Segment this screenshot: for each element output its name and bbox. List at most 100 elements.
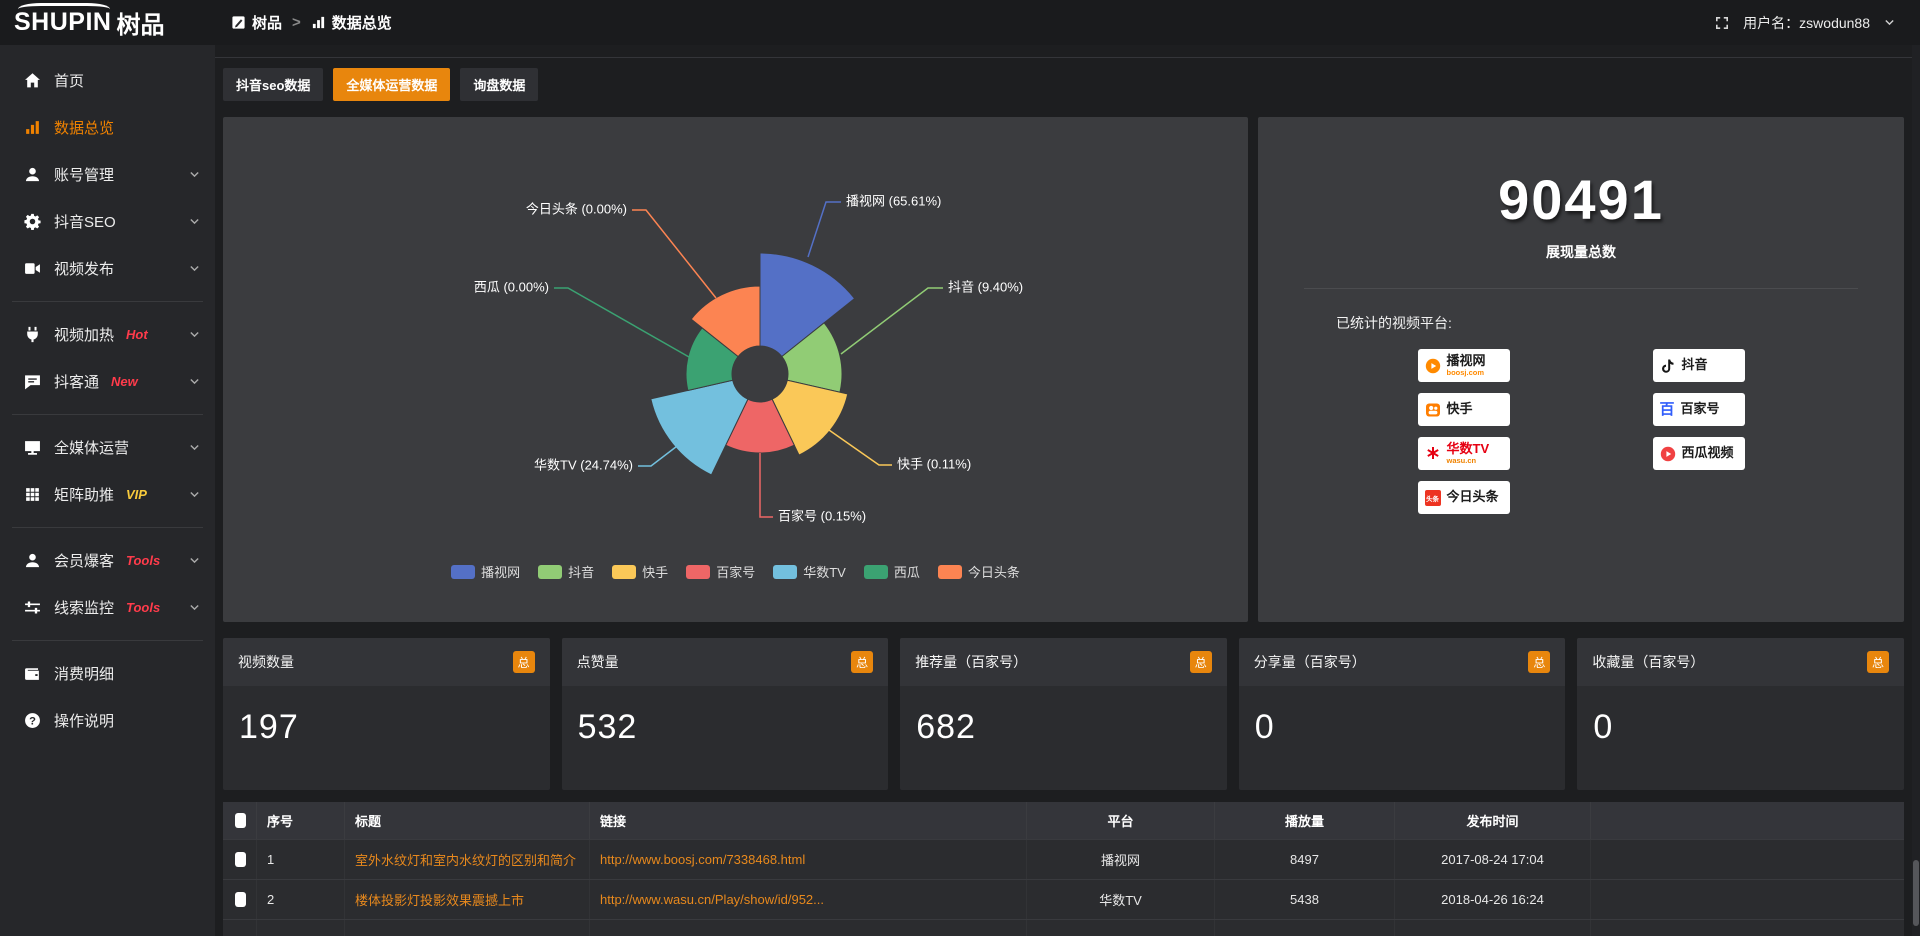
legend-item-华数TV[interactable]: 华数TV [773, 562, 846, 581]
pie-slice-华数TV[interactable] [650, 379, 749, 476]
sidebar-item-data-overview[interactable]: 数据总览 [0, 104, 215, 151]
sidebar-item-douyin-seo[interactable]: 抖音SEO [0, 198, 215, 245]
stat-card-like-count: 点赞量 总 532 [561, 638, 889, 790]
legend-item-西瓜[interactable]: 西瓜 [863, 562, 920, 581]
pie-label-line [638, 439, 686, 467]
row-checkbox[interactable] [235, 892, 246, 907]
table-row: 1 室外水纹灯和室内水纹灯的区别和简介 http://www.boosj.com/7… [223, 840, 1904, 880]
tab-douyin-seo-data[interactable]: 抖音seo数据 [223, 68, 324, 101]
sidebar-item-label: 操作说明 [54, 713, 115, 730]
row-checkbox-cell [223, 880, 257, 919]
stat-cards-row: 视频数量总 197 点赞量总 532 推荐量（百家号）总 682 分享量（百家号）总 0 收藏量… [223, 638, 1904, 790]
wasu-logo-icon [1425, 446, 1441, 462]
pie-slice-快手[interactable] [771, 379, 849, 456]
table-header-cell: 序号 [257, 802, 345, 839]
pie-label-播视网: 播视网 (65.61%) [846, 193, 941, 208]
douyin-logo-icon [1660, 358, 1676, 374]
sidebar-item-expense-detail[interactable]: 消费明细 [0, 650, 215, 697]
sidebar-divider [12, 640, 203, 641]
table-header-cell: 平台 [1027, 802, 1215, 839]
stat-card-label: 收藏量（百家号） [1592, 654, 1705, 670]
baijiahao-logo-icon: 百 [1659, 401, 1675, 418]
breadcrumb-item-current[interactable]: 数据总览 [311, 12, 392, 33]
table-row: 2 楼体投影灯投影效果震撼上市 http://www.wasu.cn/Play/sh… [223, 880, 1904, 920]
legend-swatch [773, 564, 798, 579]
user-icon [24, 552, 41, 569]
sidebar-item-instructions[interactable]: ? 操作说明 [0, 697, 215, 744]
fullscreen-icon[interactable] [1714, 15, 1730, 31]
legend-item-今日头条[interactable]: 今日头条 [937, 562, 1020, 581]
stat-card-header: 视频数量 总 [223, 638, 550, 686]
stat-card-value: 532 [577, 708, 638, 746]
sidebar-item-member-leads[interactable]: 会员爆客 Tools [0, 537, 215, 584]
table-header-cell [1591, 802, 1904, 839]
row-checkbox[interactable] [235, 852, 246, 867]
total-impressions-label: 展现量总数 [1546, 244, 1616, 260]
sidebar-item-label: 会员爆客 [54, 553, 115, 570]
sidebar-item-video-publish[interactable]: 视频发布 [0, 245, 215, 292]
video-url-link[interactable]: http://www.boosj.com/7338468.html [600, 852, 806, 867]
pie-slice-播视网[interactable] [759, 252, 856, 358]
table-header-cell: 播放量 [1215, 802, 1395, 839]
summary-panel: 90491 展现量总数 已统计的视频平台: 播视网 boosj.com 快手 华数TV… [1258, 117, 1904, 622]
page-scrollbar[interactable] [1912, 0, 1920, 936]
platform-badge-texts: 西瓜视频 [1682, 446, 1734, 461]
video-icon [24, 260, 41, 277]
breadcrumb-root-label: 树品 [252, 15, 283, 32]
video-url-link[interactable]: http://www.wasu.cn/Play/show/id/952... [600, 892, 824, 907]
platform-badge-texts: 抖音 [1682, 358, 1708, 373]
boosj-logo-icon [1425, 358, 1441, 374]
legend-item-抖音[interactable]: 抖音 [538, 562, 594, 581]
summary-divider [1304, 288, 1858, 289]
row-cell-empty [1027, 920, 1215, 936]
breadcrumb-current-label: 数据总览 [331, 15, 392, 32]
sidebar-item-douketong[interactable]: 抖客通 New [0, 358, 215, 405]
sidebar-divider [12, 527, 203, 528]
row-title: 楼体投影灯投影效果震撼上市 [345, 880, 590, 919]
pie-label-西瓜: 西瓜 (0.00%) [474, 279, 549, 294]
table-header-cell: 发布时间 [1395, 802, 1591, 839]
legend-item-百家号[interactable]: 百家号 [686, 562, 755, 581]
sidebar-divider [12, 414, 203, 415]
chevron-down-icon [188, 375, 201, 388]
header-right: 用户名：zswodun88 [1714, 13, 1920, 33]
pie-label-今日头条: 今日头条 (0.00%) [526, 201, 627, 216]
select-all-checkbox[interactable] [235, 813, 246, 828]
sidebar-item-label: 全媒体运营 [54, 440, 130, 457]
platform-badge-texts: 百家号 [1681, 402, 1720, 417]
row-title: 室外水纹灯和室内水纹灯的区别和简介 [345, 840, 590, 879]
sidebar-item-label: 数据总览 [54, 120, 115, 137]
legend-label: 今日头条 [967, 565, 1020, 580]
row-time: 2017-08-24 17:04 [1395, 840, 1591, 879]
pie-slice-今日头条[interactable] [690, 285, 761, 358]
sidebar-item-account-management[interactable]: 账号管理 [0, 151, 215, 198]
sidebar-item-video-heat[interactable]: 视频加热 Hot [0, 311, 215, 358]
brand-logo[interactable]: SHUPIN 树品 [0, 0, 215, 45]
tab-inquiry-data[interactable]: 询盘数据 [460, 68, 539, 101]
stat-card-header: 分享量（百家号） 总 [1238, 638, 1566, 686]
pie-label-百家号: 百家号 (0.15%) [778, 508, 866, 523]
total-badge: 总 [1866, 651, 1889, 673]
platform-subtext: boosj.com [1446, 367, 1485, 377]
sidebar-item-omni-media[interactable]: 全媒体运营 [0, 424, 215, 471]
sidebar-item-badge: New [111, 374, 138, 389]
platform-share-rose-chart: 播视网 (65.61%) 抖音 (9.40%) 快手 (0.11%) 百家号 (0.1… [474, 193, 1023, 523]
chevron-down-icon [188, 441, 201, 454]
sidebar-item-label: 视频发布 [54, 261, 115, 278]
sidebar-item-matrix-boost[interactable]: 矩阵助推 VIP [0, 471, 215, 518]
breadcrumb-item-root[interactable]: 树品 [231, 12, 282, 33]
video-title-link[interactable]: 室外水纹灯和室内水纹灯的区别和简介 [355, 853, 577, 868]
stat-card-header: 点赞量 总 [561, 638, 889, 686]
legend-item-快手[interactable]: 快手 [612, 562, 668, 581]
video-title-link[interactable]: 楼体投影灯投影效果震撼上市 [355, 893, 525, 908]
sidebar-divider [12, 301, 203, 302]
chevron-down-icon[interactable] [1883, 16, 1896, 29]
username-label[interactable]: 用户名：zswodun88 [1743, 14, 1870, 31]
scrollbar-thumb[interactable] [1913, 860, 1919, 926]
sidebar-item-home[interactable]: 首页 [0, 57, 215, 104]
sidebar-item-clue-monitor[interactable]: 线索监控 Tools [0, 584, 215, 631]
chevron-down-icon [188, 328, 201, 341]
legend-item-播视网[interactable]: 播视网 [451, 562, 520, 581]
row-platform: 华数TV [1027, 880, 1215, 919]
tab-omni-media-data[interactable]: 全媒体运营数据 [333, 68, 451, 101]
